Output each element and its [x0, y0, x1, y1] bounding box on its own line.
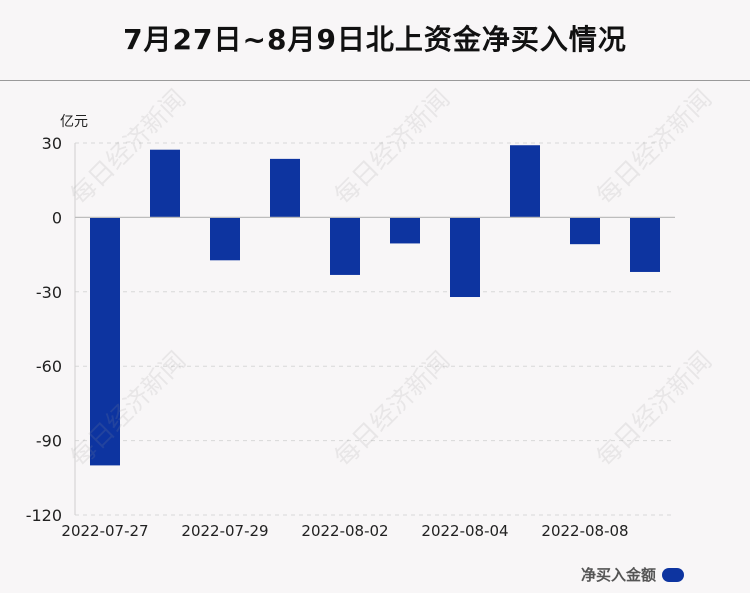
y-axis-unit-label: 亿元 — [60, 114, 88, 130]
bar — [210, 217, 240, 261]
bar — [150, 149, 180, 218]
bar — [390, 217, 420, 244]
y-tick-label: 30 — [42, 134, 62, 153]
bar — [510, 145, 540, 218]
x-tick-label: 2022-08-04 — [421, 522, 508, 540]
y-tick-label: 0 — [52, 208, 62, 227]
bar — [630, 217, 660, 272]
x-tick-label: 2022-08-02 — [301, 522, 388, 540]
bar — [90, 217, 120, 466]
legend: 净买入金额 — [581, 564, 684, 585]
title-divider — [0, 80, 750, 81]
legend-swatch — [662, 567, 684, 582]
y-tick-label: -90 — [36, 432, 62, 451]
bar — [570, 217, 600, 245]
bar — [270, 158, 300, 218]
y-tick-label: -30 — [36, 283, 62, 302]
y-tick-label: -60 — [36, 357, 62, 376]
x-tick-label: 2022-07-29 — [181, 522, 268, 540]
y-tick-label: -120 — [26, 506, 62, 525]
bar — [450, 217, 480, 298]
chart-title: 7月27日~8月9日北上资金净买入情况 — [123, 23, 627, 56]
bar — [330, 217, 360, 275]
x-tick-label: 2022-07-27 — [61, 522, 148, 540]
x-tick-label: 2022-08-08 — [541, 522, 628, 540]
legend-label: 净买入金额 — [580, 566, 656, 584]
